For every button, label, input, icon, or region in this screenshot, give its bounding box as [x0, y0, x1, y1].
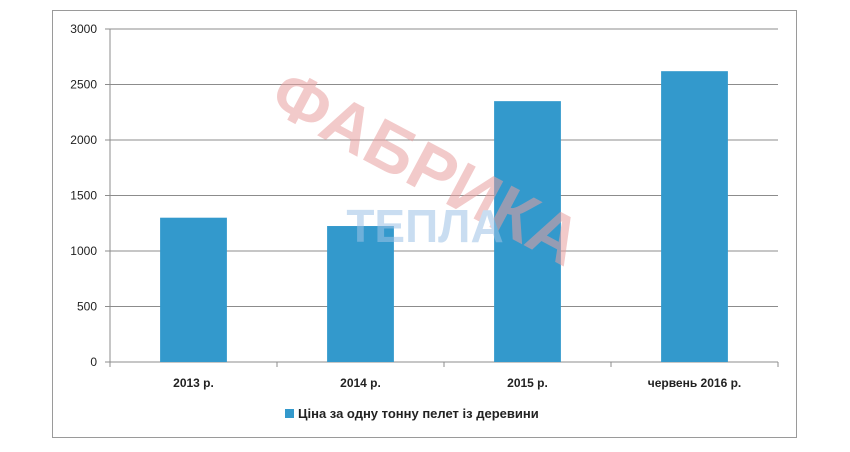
x-tick-labels: 2013 р. 2014 р. 2015 р. червень 2016 р.: [173, 376, 741, 390]
bars: [160, 71, 728, 363]
legend-swatch: [285, 409, 294, 418]
y-tick-label: 1500: [70, 189, 97, 203]
y-tick-label: 2000: [70, 133, 97, 147]
watermark-text-tepla: ТЕПЛА: [346, 200, 503, 252]
y-tick-label: 2500: [70, 78, 97, 92]
legend: Ціна за одну тонну пелет із деревини: [285, 406, 539, 421]
y-tick-label: 1000: [70, 244, 97, 258]
x-tick-label: 2015 р.: [507, 376, 548, 390]
x-tick-label: червень 2016 р.: [648, 376, 742, 390]
legend-label: Ціна за одну тонну пелет із деревини: [298, 406, 539, 421]
bar: [661, 71, 728, 363]
y-tick-label: 500: [77, 300, 97, 314]
y-tick-labels: 0 500 1000 1500 2000 2500 3000: [70, 22, 97, 369]
y-tick-label: 3000: [70, 22, 97, 36]
bar: [494, 101, 561, 363]
y-tick-label: 0: [90, 355, 97, 369]
x-tick-label: 2013 р.: [173, 376, 214, 390]
bar: [160, 217, 227, 362]
bar: [327, 226, 394, 362]
x-tick-label: 2014 р.: [340, 376, 381, 390]
